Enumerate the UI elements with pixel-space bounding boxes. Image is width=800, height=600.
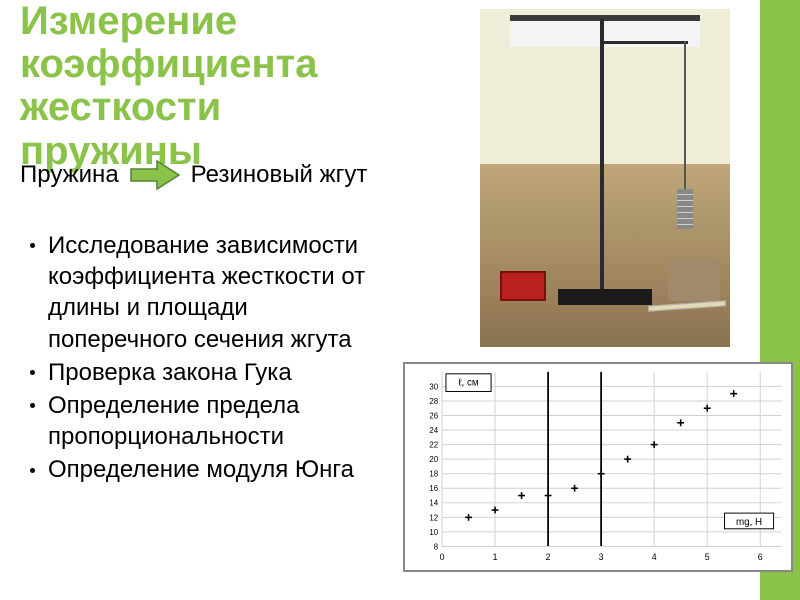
- svg-text:10: 10: [429, 528, 438, 537]
- svg-text:14: 14: [429, 499, 438, 508]
- bullet-list: Исследование зависимости коэффициента же…: [22, 230, 392, 488]
- svg-text:2: 2: [546, 552, 551, 562]
- arrow-row: Пружина Резиновый жгут: [20, 155, 367, 195]
- svg-text:ℓ, см: ℓ, см: [458, 378, 479, 389]
- length-vs-force-chart: 810121416182022242628300123456ℓ, смmg, H: [403, 362, 793, 572]
- svg-text:28: 28: [429, 397, 438, 406]
- svg-text:5: 5: [705, 552, 710, 562]
- svg-text:30: 30: [429, 382, 438, 391]
- svg-text:0: 0: [440, 552, 445, 562]
- svg-text:26: 26: [429, 411, 438, 420]
- slide: Измерение коэффициента жесткости пружины…: [0, 0, 800, 600]
- bullet-item: Определение модуля Юнга: [22, 454, 392, 485]
- arrow-left-label: Пружина: [20, 161, 119, 189]
- page-title: Измерение коэффициента жесткости пружины: [20, 0, 390, 173]
- svg-text:24: 24: [429, 426, 438, 435]
- arrow-icon: [127, 155, 183, 195]
- svg-text:6: 6: [758, 552, 763, 562]
- svg-text:18: 18: [429, 470, 438, 479]
- svg-text:1: 1: [493, 552, 498, 562]
- svg-text:16: 16: [429, 484, 438, 493]
- svg-text:20: 20: [429, 455, 438, 464]
- svg-text:3: 3: [599, 552, 604, 562]
- svg-text:12: 12: [429, 513, 438, 522]
- bullet-item: Исследование зависимости коэффициента же…: [22, 230, 392, 355]
- experiment-photo: [480, 9, 730, 347]
- bullet-item: Проверка закона Гука: [22, 357, 392, 388]
- svg-text:8: 8: [434, 542, 439, 551]
- svg-text:22: 22: [429, 441, 438, 450]
- svg-text:4: 4: [652, 552, 657, 562]
- arrow-right-label: Резиновый жгут: [191, 161, 368, 189]
- svg-text:mg, H: mg, H: [736, 517, 762, 528]
- bullet-item: Определение предела пропорциональности: [22, 390, 392, 452]
